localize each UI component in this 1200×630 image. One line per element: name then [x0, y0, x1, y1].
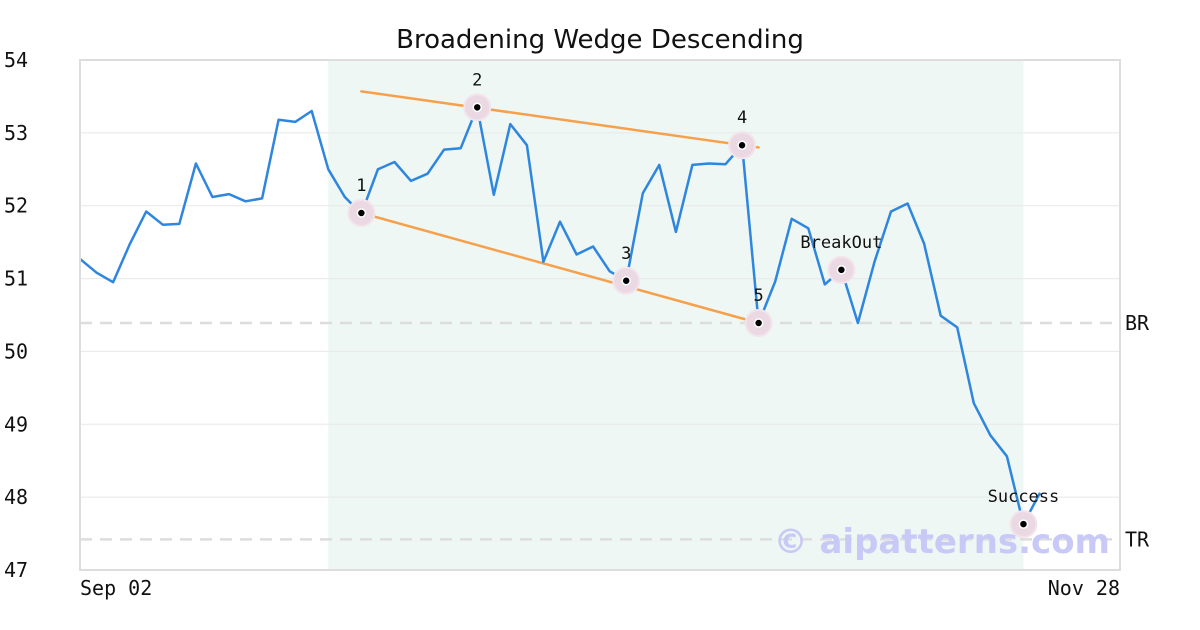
pattern-point — [356, 208, 367, 218]
y-tick-label: 51 — [4, 267, 28, 291]
pattern-point-label: Success — [988, 487, 1060, 507]
y-tick-label: 49 — [4, 412, 28, 436]
price-line — [79, 106, 1042, 526]
chart-title: Broadening Wedge Descending — [396, 25, 804, 55]
pattern-point-label: 2 — [472, 70, 482, 90]
pattern-point-label: 4 — [737, 108, 747, 128]
pattern-point-label: 3 — [621, 244, 631, 264]
x-tick-label: Nov 28 — [1048, 576, 1120, 600]
x-tick-label: Sep 02 — [80, 576, 152, 600]
watermark: © aipatterns.com — [774, 522, 1110, 562]
y-tick-label: 47 — [4, 558, 28, 582]
pattern-point — [836, 265, 847, 275]
pattern-zone — [328, 60, 1024, 570]
pattern-point-label: BreakOut — [800, 233, 882, 253]
trendline — [360, 90, 760, 149]
pattern-point-label: 1 — [356, 176, 366, 196]
pattern-point — [737, 140, 747, 150]
plot-frame — [79, 59, 1121, 571]
reference-label-tr: TR — [1125, 527, 1150, 551]
y-tick-label: 50 — [4, 339, 28, 363]
y-tick-label: 53 — [4, 121, 28, 145]
pattern-point — [472, 102, 482, 113]
pattern-point — [753, 318, 764, 328]
y-tick-label: 48 — [4, 485, 28, 509]
y-tick-label: 54 — [4, 48, 28, 72]
y-tick-label: 52 — [4, 194, 28, 218]
pattern-point — [1018, 519, 1029, 529]
pattern-point — [621, 276, 631, 286]
reference-label-br: BR — [1125, 311, 1150, 335]
trendline — [360, 211, 760, 325]
pattern-point-label: 5 — [753, 286, 763, 306]
